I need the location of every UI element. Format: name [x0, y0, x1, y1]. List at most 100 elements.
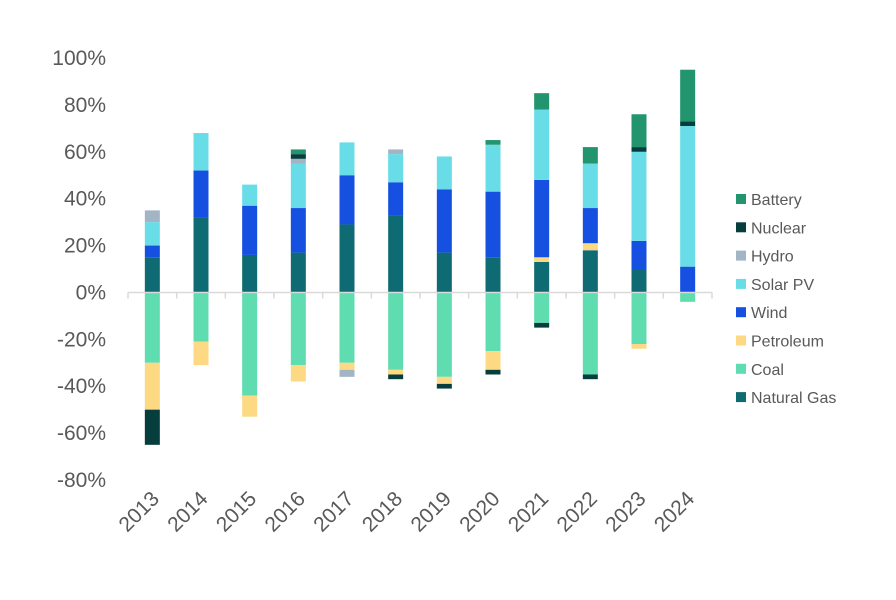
y-tick-label: -20% [57, 328, 106, 351]
legend-swatch-solar-pv [736, 278, 746, 289]
bar-segment-coal-2022 [582, 292, 598, 375]
bar-segment-wind-2020 [485, 191, 501, 258]
legend-label-battery: Battery [751, 192, 802, 209]
bar-segment-natural-gas-2018 [388, 215, 404, 293]
bar-segment-natural-gas-2020 [485, 257, 501, 293]
legend-label-solar-pv: Solar PV [751, 277, 814, 294]
x-tick-label: 2017 [309, 487, 358, 536]
bar-segment-coal-2021 [534, 292, 550, 323]
legend-swatch-wind [736, 307, 746, 318]
bar-segment-solar-pv-2014 [193, 133, 209, 171]
y-tick-label: 100% [52, 47, 106, 70]
x-tick-label: 2021 [504, 487, 553, 536]
legend-label-wind: Wind [751, 305, 787, 322]
legend-label-hydro: Hydro [751, 249, 794, 266]
x-tick-label: 2018 [358, 487, 407, 536]
bar-segment-natural-gas-2016 [290, 252, 306, 293]
y-tick-label: 80% [64, 94, 106, 117]
bar-segment-petroleum-2021 [534, 257, 550, 262]
bar-segment-battery-2023 [631, 114, 647, 148]
bar-segment-battery-2016 [290, 149, 306, 155]
bar-segment-coal-2015 [242, 292, 258, 396]
bar-segment-natural-gas-2022 [582, 250, 598, 293]
bar-segment-petroleum-2023 [631, 344, 647, 349]
bar-segment-nuclear-2024 [680, 121, 696, 126]
bar-segment-solar-pv-2022 [582, 163, 598, 209]
bar-segment-hydro-2016 [290, 158, 306, 164]
bar-segment-wind-2022 [582, 208, 598, 244]
bar-segment-nuclear-2023 [631, 147, 647, 152]
bar-segment-coal-2018 [388, 292, 404, 370]
bar-segment-petroleum-2020 [485, 351, 501, 370]
bar-segment-solar-pv-2013 [144, 222, 160, 246]
legend-swatch-coal [736, 363, 746, 374]
bar-segment-petroleum-2013 [144, 362, 160, 410]
legend-label-nuclear: Nuclear [751, 220, 807, 237]
bar-segment-solar-pv-2023 [631, 151, 647, 241]
bar-segment-coal-2013 [144, 292, 160, 363]
bar-segment-petroleum-2022 [582, 243, 598, 251]
legend-label-natural-gas: Natural Gas [751, 390, 836, 407]
bar-segment-nuclear-2018 [388, 374, 404, 380]
bar-segment-battery-2020 [485, 140, 501, 145]
bar-segment-nuclear-2021 [534, 322, 550, 328]
x-tick-label: 2013 [115, 487, 164, 536]
x-tick-label: 2024 [650, 487, 700, 537]
legend-swatch-natural-gas [736, 392, 746, 403]
bar-segment-petroleum-2017 [339, 362, 355, 370]
bar-segment-hydro-2013 [144, 210, 160, 223]
y-tick-label: -60% [57, 422, 106, 445]
bar-segment-natural-gas-2021 [534, 261, 550, 293]
bar-segment-battery-2024 [680, 69, 696, 122]
bar-segment-wind-2024 [680, 266, 696, 293]
bar-segment-wind-2014 [193, 170, 209, 218]
bar-segment-natural-gas-2019 [436, 252, 452, 293]
bar-segment-coal-2016 [290, 292, 306, 366]
bar-segment-wind-2023 [631, 240, 647, 269]
bar-segment-natural-gas-2015 [242, 254, 258, 293]
bar-segment-petroleum-2015 [242, 395, 258, 417]
bar-segment-solar-pv-2016 [290, 163, 306, 209]
bar-segment-natural-gas-2017 [339, 224, 355, 293]
bar-segment-wind-2018 [388, 182, 404, 216]
y-tick-label: 60% [64, 141, 106, 164]
bar-segment-wind-2015 [242, 205, 258, 255]
legend-label-petroleum: Petroleum [751, 334, 824, 351]
bar-segment-solar-pv-2024 [680, 125, 696, 267]
x-tick-label: 2019 [407, 487, 456, 536]
bar-segment-hydro-2017 [339, 369, 355, 377]
legend-swatch-hydro [736, 250, 746, 261]
legend-swatch-petroleum [736, 335, 746, 346]
bar-segment-nuclear-2013 [144, 409, 160, 445]
y-tick-label: -40% [57, 375, 106, 398]
bar-segment-coal-2014 [193, 292, 209, 342]
bar-segment-petroleum-2019 [436, 376, 452, 384]
bar-segment-coal-2020 [485, 292, 501, 352]
bar-segment-wind-2017 [339, 175, 355, 225]
bar-segment-petroleum-2014 [193, 341, 209, 366]
bar-segment-coal-2017 [339, 292, 355, 363]
x-tick-label: 2020 [455, 487, 504, 536]
bar-segment-wind-2021 [534, 179, 550, 258]
bar-segment-wind-2016 [290, 208, 306, 253]
bar-segment-solar-pv-2019 [436, 156, 452, 190]
bar-segment-solar-pv-2017 [339, 142, 355, 176]
legend-swatch-battery [736, 194, 746, 204]
bar-segment-nuclear-2019 [436, 383, 452, 389]
bar-segment-battery-2022 [582, 147, 598, 164]
bar-segment-nuclear-2016 [290, 154, 306, 159]
bar-segment-coal-2019 [436, 292, 452, 377]
bar-segment-nuclear-2022 [582, 374, 598, 380]
bar-segment-petroleum-2016 [290, 365, 306, 382]
bar-segment-solar-pv-2015 [242, 184, 258, 206]
bar-segment-wind-2019 [436, 189, 452, 253]
y-tick-label: -80% [57, 469, 106, 492]
bar-segment-coal-2023 [631, 292, 647, 345]
bar-segment-petroleum-2018 [388, 369, 404, 375]
bar-segment-coal-2024 [680, 292, 696, 302]
bar-segment-natural-gas-2014 [193, 217, 209, 293]
y-tick-label: 0% [76, 281, 106, 304]
bar-segment-hydro-2018 [388, 149, 404, 155]
legend-label-coal: Coal [751, 362, 784, 379]
